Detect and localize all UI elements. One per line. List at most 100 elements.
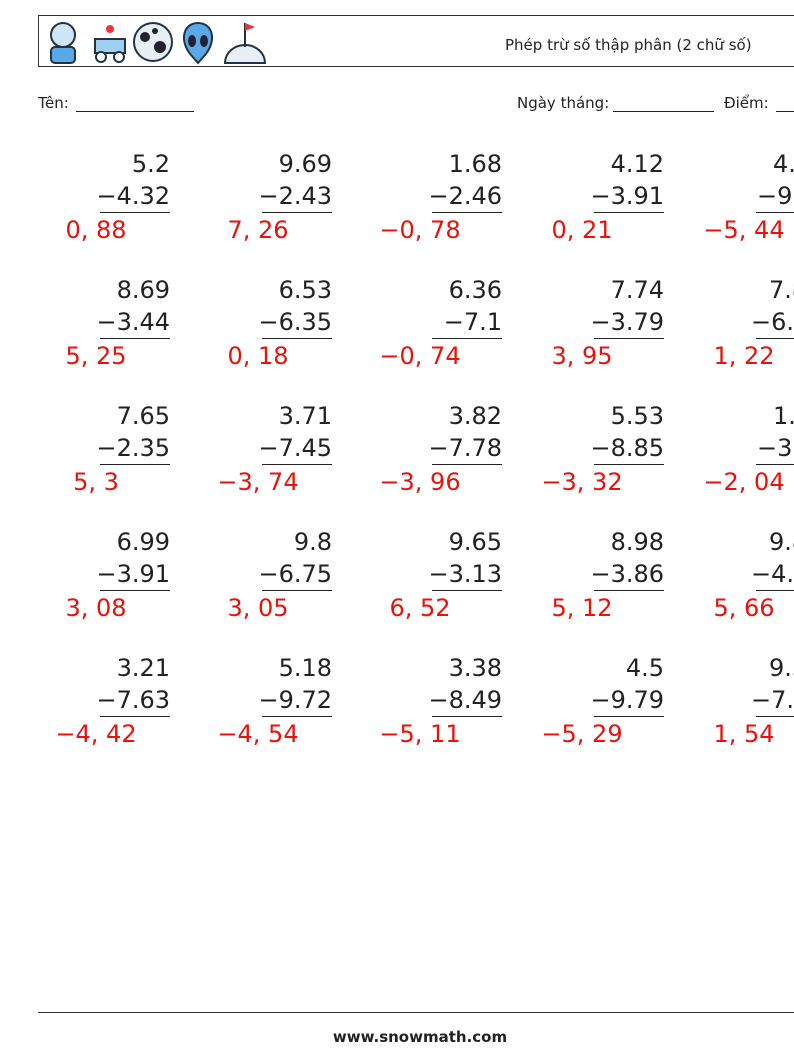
minuend: 9.8: [769, 528, 794, 556]
subtrahend: −3.91: [590, 182, 664, 210]
answer: 0, 21: [551, 216, 613, 244]
answer: 7, 26: [227, 216, 289, 244]
subtrahend: −3.79: [590, 308, 664, 336]
answer-rule: [100, 464, 170, 465]
answer: 5, 25: [65, 342, 127, 370]
answer-rule: [262, 338, 332, 339]
answer-rule: [262, 212, 332, 213]
answer-rule: [756, 716, 794, 717]
subtrahend: −4.32: [96, 182, 170, 210]
answer: −4, 54: [217, 720, 299, 748]
minuend: 8.69: [116, 276, 170, 304]
answer: −0, 78: [379, 216, 461, 244]
minuend: 6.53: [278, 276, 332, 304]
answer-rule: [100, 590, 170, 591]
subtrahend: −9.72: [258, 686, 332, 714]
subtrahend: −6.75: [258, 560, 332, 588]
answer-rule: [432, 212, 502, 213]
answer-rule: [262, 716, 332, 717]
subtrahend: −7.78: [428, 434, 502, 462]
header-box: [38, 15, 794, 67]
answer: 0, 18: [227, 342, 289, 370]
subtrahend: −8.85: [590, 434, 664, 462]
minuend: 7.8: [769, 276, 794, 304]
minuend: 9.65: [448, 528, 502, 556]
subtrahend: −6.6: [751, 308, 794, 336]
answer: −3, 32: [541, 468, 623, 496]
answer-rule: [756, 212, 794, 213]
minuend: 5.2: [131, 150, 170, 178]
date-label: Ngày tháng:: [517, 94, 610, 112]
minuend: 7.74: [610, 276, 664, 304]
minuend: 3.21: [116, 654, 170, 682]
answer: 5, 3: [73, 468, 119, 496]
answer-rule: [756, 464, 794, 465]
answer-rule: [432, 338, 502, 339]
answer-rule: [432, 590, 502, 591]
date-blank: [613, 111, 714, 112]
minuend: 3.38: [448, 654, 502, 682]
subtrahend: −7.63: [96, 686, 170, 714]
subtrahend: −3.: [757, 434, 794, 462]
name-blank: [76, 111, 194, 112]
minuend: 4.5: [625, 654, 664, 682]
answer: 3, 08: [65, 594, 127, 622]
subtrahend: −8.49: [428, 686, 502, 714]
answer: 1, 54: [713, 720, 775, 748]
name-label: Tên:: [38, 94, 69, 112]
subtrahend: −4.2: [751, 560, 794, 588]
minuend: 3.71: [278, 402, 332, 430]
subtrahend: −7.45: [258, 434, 332, 462]
subtrahend: −2.43: [258, 182, 332, 210]
score-blank: [776, 111, 794, 112]
minuend: 6.99: [116, 528, 170, 556]
score-label: Điểm:: [724, 94, 769, 112]
answer-rule: [756, 590, 794, 591]
answer-rule: [100, 212, 170, 213]
answer: −3, 74: [217, 468, 299, 496]
subtrahend: −9.79: [590, 686, 664, 714]
answer: −5, 29: [541, 720, 623, 748]
minuend: 6.36: [448, 276, 502, 304]
answer: 5, 66: [713, 594, 775, 622]
minuend: 8.98: [610, 528, 664, 556]
answer: 5, 12: [551, 594, 613, 622]
subtrahend: −3.86: [590, 560, 664, 588]
answer: 3, 05: [227, 594, 289, 622]
minuend: 7.65: [116, 402, 170, 430]
answer-rule: [594, 338, 664, 339]
answer-rule: [262, 464, 332, 465]
subtrahend: −3.44: [96, 308, 170, 336]
footer-rule: [38, 1012, 794, 1013]
minuend: 1.: [773, 402, 794, 430]
minuend: 9.8: [293, 528, 332, 556]
answer: 3, 95: [551, 342, 613, 370]
header-icons: [50, 21, 267, 65]
subtrahend: −9.: [757, 182, 794, 210]
minuend: 9.69: [278, 150, 332, 178]
subtrahend: −7.9: [751, 686, 794, 714]
answer-rule: [262, 590, 332, 591]
answer-rule: [100, 716, 170, 717]
answer-rule: [100, 338, 170, 339]
subtrahend: −2.35: [96, 434, 170, 462]
answer-rule: [756, 338, 794, 339]
answer: −2, 04: [703, 468, 785, 496]
minuend: 5.18: [278, 654, 332, 682]
answer: −3, 96: [379, 468, 461, 496]
minuend: 3.82: [448, 402, 502, 430]
answer: −0, 74: [379, 342, 461, 370]
answer: 0, 88: [65, 216, 127, 244]
minuend: 4.: [773, 150, 794, 178]
subtrahend: −7.1: [443, 308, 502, 336]
subtrahend: −2.46: [428, 182, 502, 210]
answer: 6, 52: [389, 594, 451, 622]
answer-rule: [594, 464, 664, 465]
answer-rule: [594, 716, 664, 717]
subtrahend: −3.13: [428, 560, 502, 588]
answer: −5, 11: [379, 720, 461, 748]
subtrahend: −3.91: [96, 560, 170, 588]
minuend: 9.5: [769, 654, 794, 682]
answer: −4, 42: [55, 720, 137, 748]
